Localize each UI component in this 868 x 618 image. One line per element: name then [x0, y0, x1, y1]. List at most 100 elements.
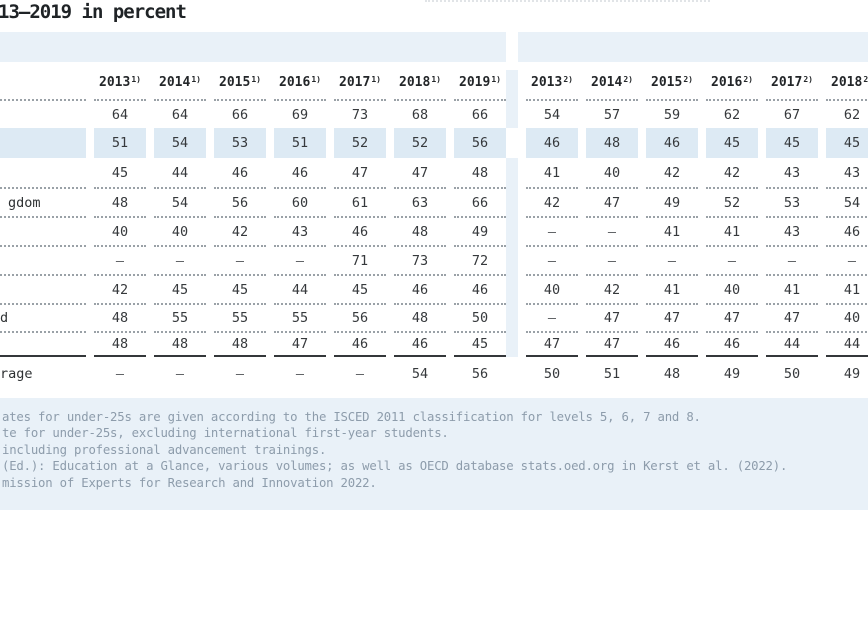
column-gap	[698, 70, 706, 101]
column-gap	[818, 70, 826, 101]
table-cell: 56	[334, 305, 386, 333]
table-cell: 47	[394, 158, 446, 189]
group-separator	[506, 189, 518, 218]
column-gap	[266, 70, 274, 101]
column-header: 2015 2)	[646, 70, 698, 101]
column-gap	[386, 101, 394, 128]
column-gap	[518, 128, 526, 158]
row-label: gdom	[0, 189, 86, 218]
table-cell: 45	[454, 333, 506, 357]
table-row: 40 40 42 43 46 48 49 – – 41 41 43 46	[0, 218, 868, 247]
column-gap	[146, 247, 154, 276]
column-gap	[146, 218, 154, 247]
column-gap	[758, 276, 766, 305]
column-gap	[86, 247, 94, 276]
column-header: 2017 1)	[334, 70, 386, 101]
column-header: 2013 2)	[526, 70, 578, 101]
table-cell: 54	[543, 106, 561, 123]
column-gap	[578, 128, 586, 158]
column-gap	[758, 333, 766, 357]
table-cell: 42	[706, 158, 758, 189]
table-cell: –	[646, 247, 698, 276]
no-data-dash: –	[295, 252, 305, 269]
table-cell: 47	[526, 333, 578, 357]
column-gap	[818, 158, 826, 189]
column-gap	[818, 357, 826, 390]
column-gap	[86, 70, 94, 101]
table-cell: 40	[706, 276, 758, 305]
row-label	[0, 101, 86, 128]
table-cell: 54	[826, 189, 868, 218]
table-cell: 40	[586, 158, 638, 189]
no-data-dash: –	[115, 252, 125, 269]
column-gap	[518, 333, 526, 357]
column-gap	[326, 128, 334, 158]
table-row: gdom 48 54 56 60 61 63 66 42 47 49 52 53 54	[0, 189, 868, 218]
table-cell: 48	[94, 333, 146, 357]
column-gap	[146, 333, 154, 357]
row-label	[0, 218, 86, 247]
table-cell: 72	[454, 247, 506, 276]
column-gap	[578, 305, 586, 333]
table-cell: 45	[826, 128, 868, 158]
table-cell: 63	[394, 189, 446, 218]
table-cell: 45	[706, 128, 758, 158]
group-separator	[506, 101, 518, 128]
table-cell: 46	[646, 333, 698, 357]
no-data-dash: –	[607, 223, 617, 240]
table-cell: –	[766, 247, 818, 276]
table-cell: 41	[526, 158, 578, 189]
table-cell: –	[526, 247, 578, 276]
column-gap	[146, 101, 154, 128]
column-gap	[698, 218, 706, 247]
column-gap	[758, 218, 766, 247]
table-cell: 56	[214, 189, 266, 218]
no-data-dash: –	[607, 252, 617, 269]
column-gap	[446, 128, 454, 158]
no-data-dash: –	[547, 252, 557, 269]
column-gap	[326, 70, 334, 101]
row-label	[0, 333, 86, 357]
table-cell: –	[214, 357, 266, 390]
table-cell: 49	[454, 218, 506, 247]
table-cell: –	[214, 247, 266, 276]
column-gap	[638, 357, 646, 390]
column-gap	[86, 189, 94, 218]
column-gap	[758, 305, 766, 333]
column-header: 2015 1)	[214, 70, 266, 101]
page-title: 13–2019 in percent	[0, 1, 187, 23]
table-cell: 46	[454, 276, 506, 305]
row-label: d	[0, 305, 86, 333]
table-cell: 44	[826, 333, 868, 357]
group-separator	[506, 357, 518, 390]
no-data-dash: –	[667, 252, 677, 269]
column-gap	[146, 189, 154, 218]
column-gap	[638, 247, 646, 276]
column-gap	[446, 158, 454, 189]
column-gap	[86, 218, 94, 247]
column-gap	[146, 276, 154, 305]
column-gap	[326, 357, 334, 390]
column-header: 2014 2)	[586, 70, 638, 101]
table-cell: 55	[214, 305, 266, 333]
table-cell: 46	[646, 128, 698, 158]
table-cell: 48	[663, 365, 681, 382]
column-gap	[818, 333, 826, 357]
column-gap	[818, 128, 826, 158]
table-cell: 44	[274, 276, 326, 305]
column-gap	[638, 101, 646, 128]
column-gap	[386, 189, 394, 218]
column-gap	[818, 189, 826, 218]
table-cell: 47	[586, 305, 638, 333]
column-gap	[518, 276, 526, 305]
header-band-right	[518, 32, 868, 62]
table-cell: 73	[351, 106, 369, 123]
footnote-copyright: mission of Experts for Research and Inno…	[2, 475, 377, 490]
table-cell: 50	[543, 365, 561, 382]
table-cell: 42	[586, 276, 638, 305]
column-gap	[518, 158, 526, 189]
table-cell: 53	[766, 189, 818, 218]
table-cell: 48	[214, 333, 266, 357]
column-gap	[446, 276, 454, 305]
column-gap	[758, 247, 766, 276]
